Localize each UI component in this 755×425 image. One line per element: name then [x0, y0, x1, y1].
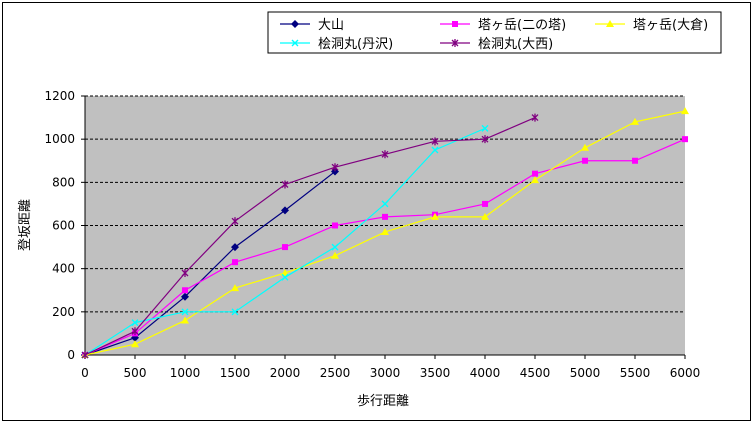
series-1: [82, 136, 688, 358]
point: [181, 308, 189, 316]
x-tick-label: 5000: [570, 366, 601, 380]
point: [291, 20, 299, 28]
y-tick-label: 1200: [44, 89, 75, 103]
axes: 0 500 1000 1500 2000 2500 3000 3500 4000 4500 5000…: [44, 89, 700, 380]
series-4: [81, 113, 539, 359]
point: [481, 135, 489, 144]
point: [681, 107, 689, 115]
point: [452, 21, 458, 27]
y-tick-label: 800: [52, 175, 75, 189]
point: [281, 206, 289, 215]
x-tick-label: 2500: [320, 366, 351, 380]
point: [131, 327, 139, 336]
y-tick-label: 400: [52, 262, 75, 276]
point: [181, 268, 189, 277]
point: [451, 39, 459, 47]
legend-label: 桧洞丸(大西): [478, 37, 553, 52]
x-tick-label: 4500: [520, 366, 551, 380]
series-2: [81, 107, 689, 358]
point: [281, 273, 289, 281]
point: [181, 292, 189, 301]
point: [232, 259, 238, 266]
point: [632, 157, 638, 164]
point: [481, 212, 489, 220]
series-line: [84, 171, 336, 356]
y-axis-label: 登坂距離: [18, 199, 33, 251]
x-tick-label: 0: [81, 366, 89, 380]
legend-entry: 塔ヶ岳(二の塔): [440, 18, 566, 33]
y-tick-label: 600: [52, 219, 75, 233]
point: [231, 308, 239, 316]
point: [532, 170, 538, 177]
point: [381, 200, 389, 208]
legend-entry: 大山: [280, 18, 344, 33]
point: [131, 319, 139, 327]
point: [381, 150, 389, 159]
point: [231, 217, 239, 226]
point: [482, 200, 488, 207]
point: [332, 222, 338, 229]
legend-entry: 桧洞丸(丹沢): [280, 37, 393, 52]
point: [281, 180, 289, 189]
x-tick-label: 2000: [270, 366, 301, 380]
point: [382, 213, 388, 220]
point: [606, 20, 614, 27]
legend-box: [267, 11, 722, 54]
point: [631, 117, 639, 125]
point: [581, 143, 589, 151]
point: [431, 146, 439, 154]
x-tick-label: 3500: [420, 366, 451, 380]
legend-label: 桧洞丸(丹沢): [318, 37, 393, 52]
legend-label: 塔ヶ岳(二の塔): [478, 18, 566, 33]
line-chart: 大山 塔ヶ岳(二の塔) 塔ヶ岳(大倉) 桧洞丸(丹沢) 桧洞丸(大西) 0 500 1000…: [18, 11, 722, 409]
legend-label: 塔ヶ岳(大倉): [633, 18, 708, 33]
x-tick-label: 1000: [170, 366, 201, 380]
x-tick-label: 5500: [620, 366, 651, 380]
point: [582, 157, 588, 164]
point: [291, 39, 299, 47]
point: [331, 251, 339, 259]
point: [531, 113, 539, 122]
legend-entry: 塔ヶ岳(大倉): [595, 18, 708, 33]
point: [331, 163, 339, 172]
y-tick-label: 1000: [44, 132, 75, 146]
point: [182, 287, 188, 294]
point: [481, 124, 489, 132]
x-tick-label: 4000: [470, 366, 501, 380]
chart-frame: 大山 塔ヶ岳(二の塔) 塔ヶ岳(大倉) 桧洞丸(丹沢) 桧洞丸(大西) 0 500 1000…: [2, 2, 751, 421]
x-tick-label: 6000: [670, 366, 701, 380]
point: [282, 244, 288, 251]
series-layer: [81, 107, 689, 359]
x-axis-label: 歩行距離: [357, 394, 409, 409]
y-tick-label: 0: [67, 348, 75, 362]
series-line: [84, 117, 536, 356]
point: [531, 176, 539, 184]
y-tick-label: 200: [52, 305, 75, 319]
point: [231, 284, 239, 292]
legend-entry: 桧洞丸(大西): [440, 37, 553, 52]
point: [281, 268, 289, 276]
point: [231, 243, 239, 252]
point: [81, 351, 89, 359]
point: [431, 212, 439, 220]
legend-label: 大山: [318, 18, 344, 33]
point: [381, 227, 389, 235]
x-tick-label: 3000: [370, 366, 401, 380]
point: [181, 316, 189, 324]
point: [131, 340, 139, 348]
legend: 大山 塔ヶ岳(二の塔) 塔ヶ岳(大倉) 桧洞丸(丹沢) 桧洞丸(大西): [267, 11, 722, 54]
point: [331, 243, 339, 251]
x-tick-label: 500: [124, 366, 147, 380]
point: [682, 136, 688, 143]
point: [431, 137, 439, 146]
x-tick-label: 1500: [220, 366, 251, 380]
